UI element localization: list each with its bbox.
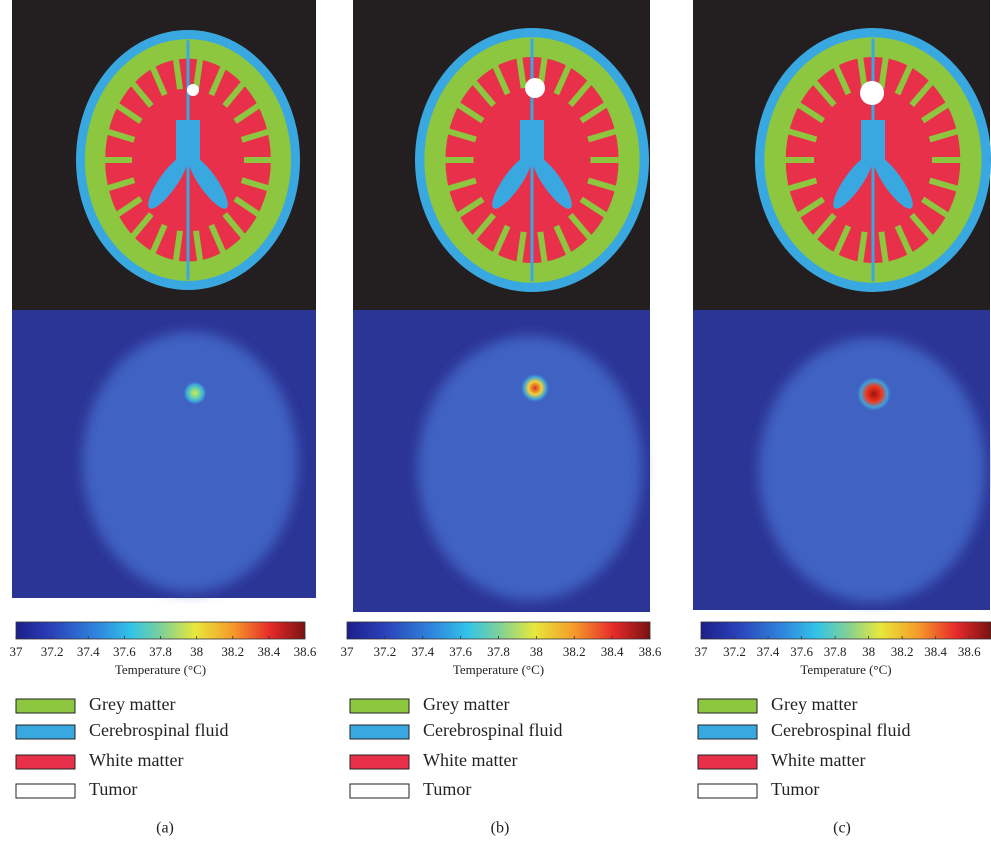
colorbar-tick-label: 37.8 <box>824 644 847 659</box>
legend-swatch <box>698 784 757 798</box>
heatmap-tumor <box>520 373 550 403</box>
heatmap-tumor <box>183 381 207 405</box>
ventricle <box>861 120 885 160</box>
legend-swatch <box>350 699 409 713</box>
colorbar-tick-label: 38.4 <box>924 644 947 659</box>
colorbar-tick-label: 38.6 <box>294 644 317 659</box>
colorbar-tick-label: 37.6 <box>449 644 472 659</box>
colorbar-label: Temperature (°C) <box>800 662 891 677</box>
legend-label: Tumor <box>771 779 819 799</box>
colorbar-tick-label: 38 <box>530 644 543 659</box>
colorbar-tick-label: 37 <box>10 644 24 659</box>
colorbar-tick-label: 37 <box>341 644 355 659</box>
colorbar-tick-label: 37.2 <box>374 644 397 659</box>
colorbar <box>701 622 991 639</box>
tumor <box>525 78 545 98</box>
colorbar-tick-label: 38.2 <box>221 644 244 659</box>
legend-swatch <box>16 699 75 713</box>
ventricle <box>176 120 200 160</box>
legend-label: Grey matter <box>771 694 857 714</box>
legend-swatch <box>16 755 75 769</box>
legend-label: White matter <box>89 750 183 770</box>
colorbar-tick-label: 38.2 <box>891 644 914 659</box>
legend-label: Cerebrospinal fluid <box>771 720 910 740</box>
legend-label: Tumor <box>423 779 471 799</box>
colorbar-tick-label: 37.8 <box>487 644 510 659</box>
colorbar-label: Temperature (°C) <box>115 662 206 677</box>
legend-swatch <box>16 725 75 739</box>
colorbar-tick-label: 37.6 <box>790 644 813 659</box>
ventricle <box>520 120 544 160</box>
figure: 37 37.2 37.4 37.6 37.8 38 38.2 38.4 38.6 Temperat… <box>0 0 991 841</box>
colorbar-tick-label: 37.4 <box>757 644 780 659</box>
colorbar-tick-label: 37 <box>695 644 709 659</box>
legend-label: White matter <box>423 750 517 770</box>
legend-swatch <box>350 725 409 739</box>
panel-caption: (c) <box>833 820 851 837</box>
legend-label: White matter <box>771 750 865 770</box>
colorbar-tick-label: 38.6 <box>958 644 981 659</box>
colorbar-tick-label: 37.4 <box>77 644 100 659</box>
colorbar-tick-label: 37.8 <box>149 644 172 659</box>
colorbar-tick-label: 38 <box>862 644 875 659</box>
heatmap-brain <box>82 332 297 592</box>
heatmap-tumor <box>856 376 892 412</box>
legend-swatch <box>350 784 409 798</box>
legend-swatch <box>16 784 75 798</box>
legend-label: Tumor <box>89 779 137 799</box>
legend-swatch <box>698 699 757 713</box>
panel-caption: (b) <box>491 820 510 837</box>
legend-label: Grey matter <box>423 694 509 714</box>
legend-label: Cerebrospinal fluid <box>423 720 562 740</box>
tumor <box>187 84 199 96</box>
colorbar-label: Temperature (°C) <box>453 662 544 677</box>
tumor <box>860 81 884 105</box>
colorbar-tick-label: 38.2 <box>563 644 586 659</box>
panel-caption: (a) <box>156 820 174 837</box>
colorbar-tick-label: 37.6 <box>113 644 136 659</box>
colorbar-tick-label: 37.2 <box>723 644 746 659</box>
colorbar-tick-label: 38.4 <box>601 644 624 659</box>
legend-swatch <box>350 755 409 769</box>
colorbar-tick-label: 38.6 <box>639 644 662 659</box>
colorbar-tick-label: 37.2 <box>41 644 64 659</box>
legend-label: Cerebrospinal fluid <box>89 720 228 740</box>
colorbar-tick-label: 38.4 <box>258 644 281 659</box>
colorbar-tick-label: 37.4 <box>411 644 434 659</box>
colorbar-tick-label: 38 <box>190 644 203 659</box>
legend-swatch <box>698 755 757 769</box>
legend-swatch <box>698 725 757 739</box>
legend-label: Grey matter <box>89 694 175 714</box>
